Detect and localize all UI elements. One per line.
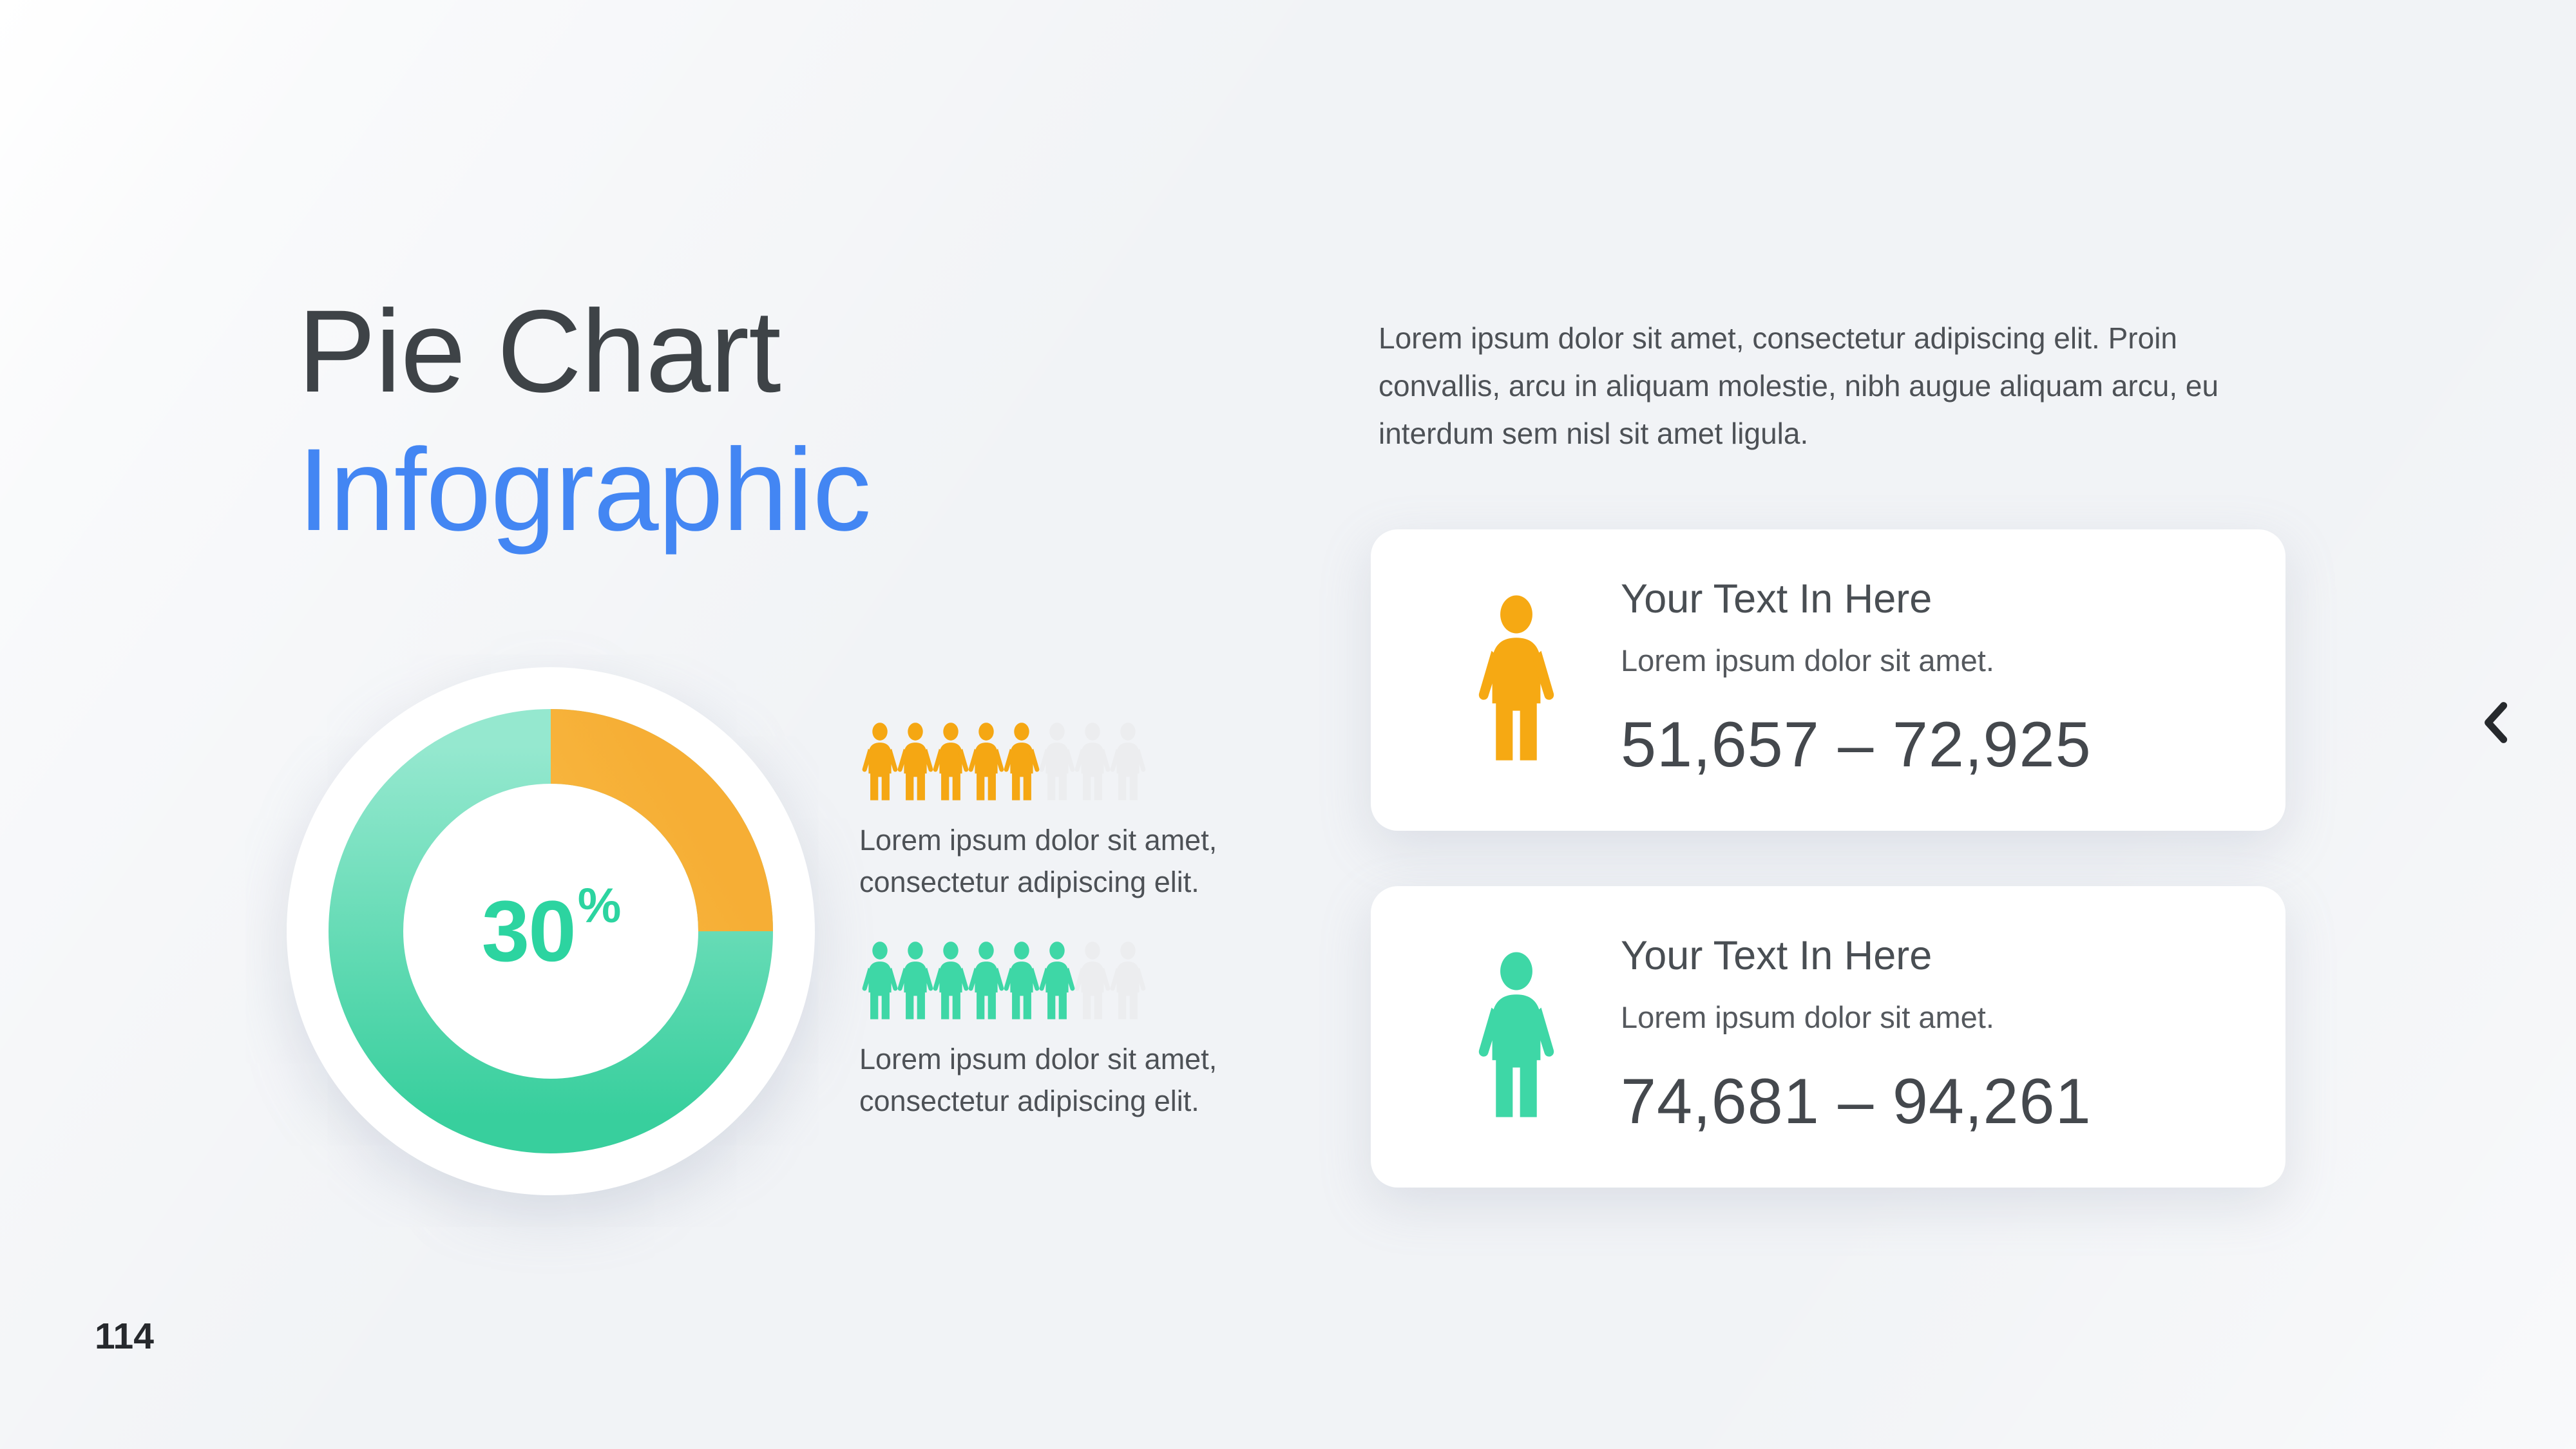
card-range-value: 74,681 – 94,261 [1621,1065,2092,1137]
donut-percent-sign: % [577,878,622,933]
card-title: Your Text In Here [1621,576,1932,621]
stat-card-teal: Your Text In Here Lorem ipsum dolor sit … [1371,886,2285,1188]
card-title: Your Text In Here [1621,933,1932,978]
card-subtitle: Lorem ipsum dolor sit amet. [1621,643,1994,677]
person-icon [1107,723,1149,802]
pictograph-icons-teal [859,942,1362,1021]
card-subtitle: Lorem ipsum dolor sit amet. [1621,1000,1994,1034]
pictograph-caption-teal: Lorem ipsum dolor sit amet, consectetur … [859,1043,1217,1117]
donut-center-label: 30% [287,667,815,1195]
pictograph-icons-orange [859,723,1362,802]
card-text-block: Your Text In Here Lorem ipsum dolor sit … [1621,576,2092,781]
card-range-value: 51,657 – 72,925 [1621,708,2092,780]
person-icon [1473,948,1560,1126]
person-icon [1473,591,1560,769]
pictograph-caption-orange: Lorem ipsum dolor sit amet, consectetur … [859,824,1217,898]
pictograph-row-orange: Lorem ipsum dolor sit amet, consectetur … [859,723,1362,903]
person-icon [1107,942,1149,1021]
intro-paragraph: Lorem ipsum dolor sit amet, consectetur … [1379,321,2219,450]
page-title: Pie Chart Infographic [298,282,871,559]
stat-card-orange: Your Text In Here Lorem ipsum dolor sit … [1371,529,2285,831]
pictograph-row-teal: Lorem ipsum dolor sit amet, consectetur … [859,942,1362,1122]
donut-segment-highlight [329,709,773,1153]
donut-percent-value: 30 [481,883,577,980]
donut-chart: 30% [287,667,815,1195]
card-text-block: Your Text In Here Lorem ipsum dolor sit … [1621,933,2092,1138]
chevron-left-icon[interactable] [2477,698,2517,747]
page-number: 114 [95,1316,154,1357]
page-title-line2: Infographic [298,424,871,555]
page-title-line1: Pie Chart [298,285,781,417]
donut-ring [329,709,773,1153]
